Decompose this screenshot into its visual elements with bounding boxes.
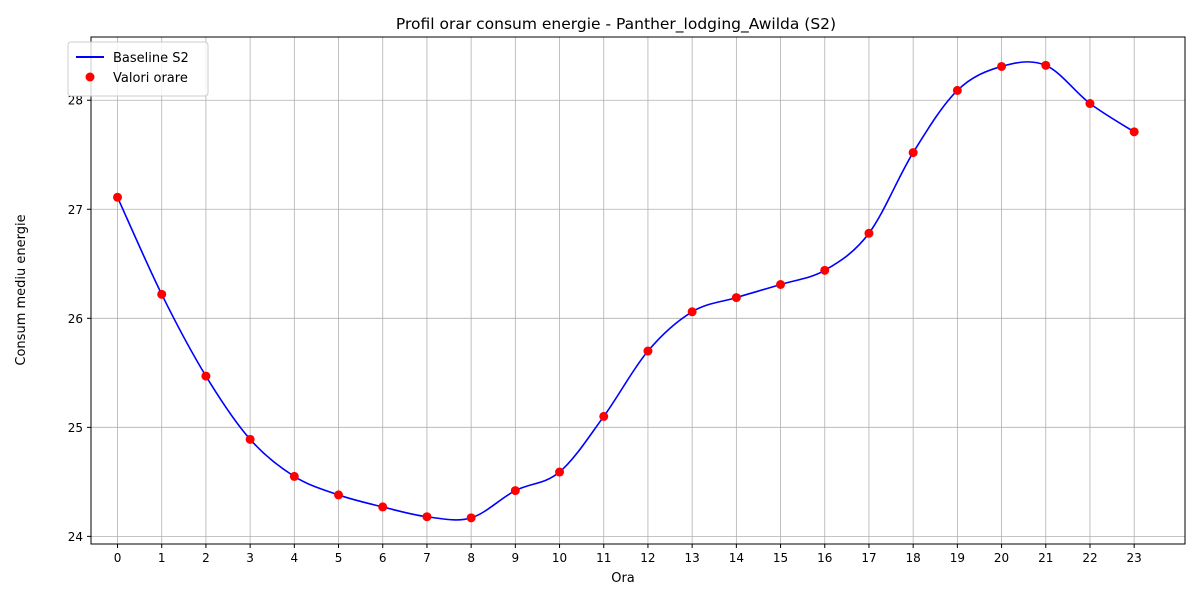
hourly-value-point — [599, 411, 609, 421]
y-axis-label: Consum mediu energie — [14, 214, 29, 365]
hourly-value-point — [334, 490, 344, 500]
x-tick-label: 3 — [246, 551, 254, 565]
hourly-value-point — [466, 513, 476, 523]
x-tick-label: 11 — [596, 551, 611, 565]
legend-label-valori: Valori orare — [113, 71, 188, 86]
x-tick-label: 6 — [379, 551, 387, 565]
x-tick-label: 16 — [817, 551, 832, 565]
hourly-value-point — [510, 486, 520, 496]
x-tick-label: 15 — [773, 551, 788, 565]
x-tick-label: 19 — [950, 551, 965, 565]
hourly-value-point — [422, 512, 432, 522]
hourly-value-point — [289, 471, 299, 481]
x-tick-label: 4 — [291, 551, 299, 565]
y-tick-label: 28 — [68, 94, 83, 108]
x-tick-label: 17 — [861, 551, 876, 565]
x-tick-label: 12 — [640, 551, 655, 565]
legend-box — [67, 41, 209, 97]
x-tick-label: 9 — [512, 551, 520, 565]
hourly-value-point — [776, 280, 786, 290]
hourly-value-point — [1085, 99, 1095, 109]
x-tick-label: 5 — [335, 551, 343, 565]
hourly-value-point — [731, 293, 741, 303]
hourly-value-point — [1129, 127, 1139, 137]
x-tick-label: 20 — [994, 551, 1009, 565]
legend-marker-swatch — [85, 72, 95, 82]
plot-frame — [90, 36, 1186, 545]
hourly-value-point — [113, 192, 123, 202]
hourly-value-point — [687, 307, 697, 317]
hourly-value-point — [157, 289, 167, 299]
hourly-value-point — [908, 148, 918, 158]
hourly-value-point — [378, 502, 388, 512]
chart-title: Profil orar consum energie - Panther_lod… — [396, 15, 836, 34]
x-tick-label: 18 — [906, 551, 921, 565]
y-tick-label: 27 — [68, 203, 83, 217]
x-tick-label: 1 — [158, 551, 166, 565]
legend: Baseline S2 Valori orare — [67, 41, 209, 97]
x-tick-label: 2 — [202, 551, 210, 565]
y-tick-label: 24 — [68, 530, 83, 544]
x-tick-label: 21 — [1038, 551, 1053, 565]
baseline-s2-line — [116, 61, 1135, 521]
hourly-value-point — [820, 265, 830, 275]
x-tick-label: 0 — [114, 551, 122, 565]
hourly-value-point — [1041, 60, 1051, 70]
x-tick-label: 10 — [552, 551, 567, 565]
x-tick-label: 8 — [467, 551, 475, 565]
y-tick-label: 26 — [68, 312, 83, 326]
grid-lines — [91, 37, 1185, 544]
axis-ticks: 0 1 2 3 4 5 6 7 8 9 10 11 12 13 14 15 16 17 18 19 20 21 22 2324… — [68, 94, 1142, 565]
x-tick-label: 13 — [685, 551, 700, 565]
series-layer — [113, 60, 1139, 523]
x-tick-label: 23 — [1127, 551, 1142, 565]
x-tick-label: 7 — [423, 551, 431, 565]
hourly-value-point — [245, 434, 255, 444]
hourly-value-point — [997, 61, 1007, 71]
legend-label-baseline: Baseline S2 — [113, 51, 189, 66]
hourly-value-point — [952, 85, 962, 95]
hourly-value-point — [643, 346, 653, 356]
hourly-value-point — [864, 228, 874, 238]
hourly-value-point — [201, 371, 211, 381]
hourly-value-point — [555, 467, 565, 477]
x-tick-label: 14 — [729, 551, 744, 565]
y-tick-label: 25 — [68, 421, 83, 435]
x-axis-label: Ora — [611, 571, 635, 586]
x-tick-label: 22 — [1082, 551, 1097, 565]
